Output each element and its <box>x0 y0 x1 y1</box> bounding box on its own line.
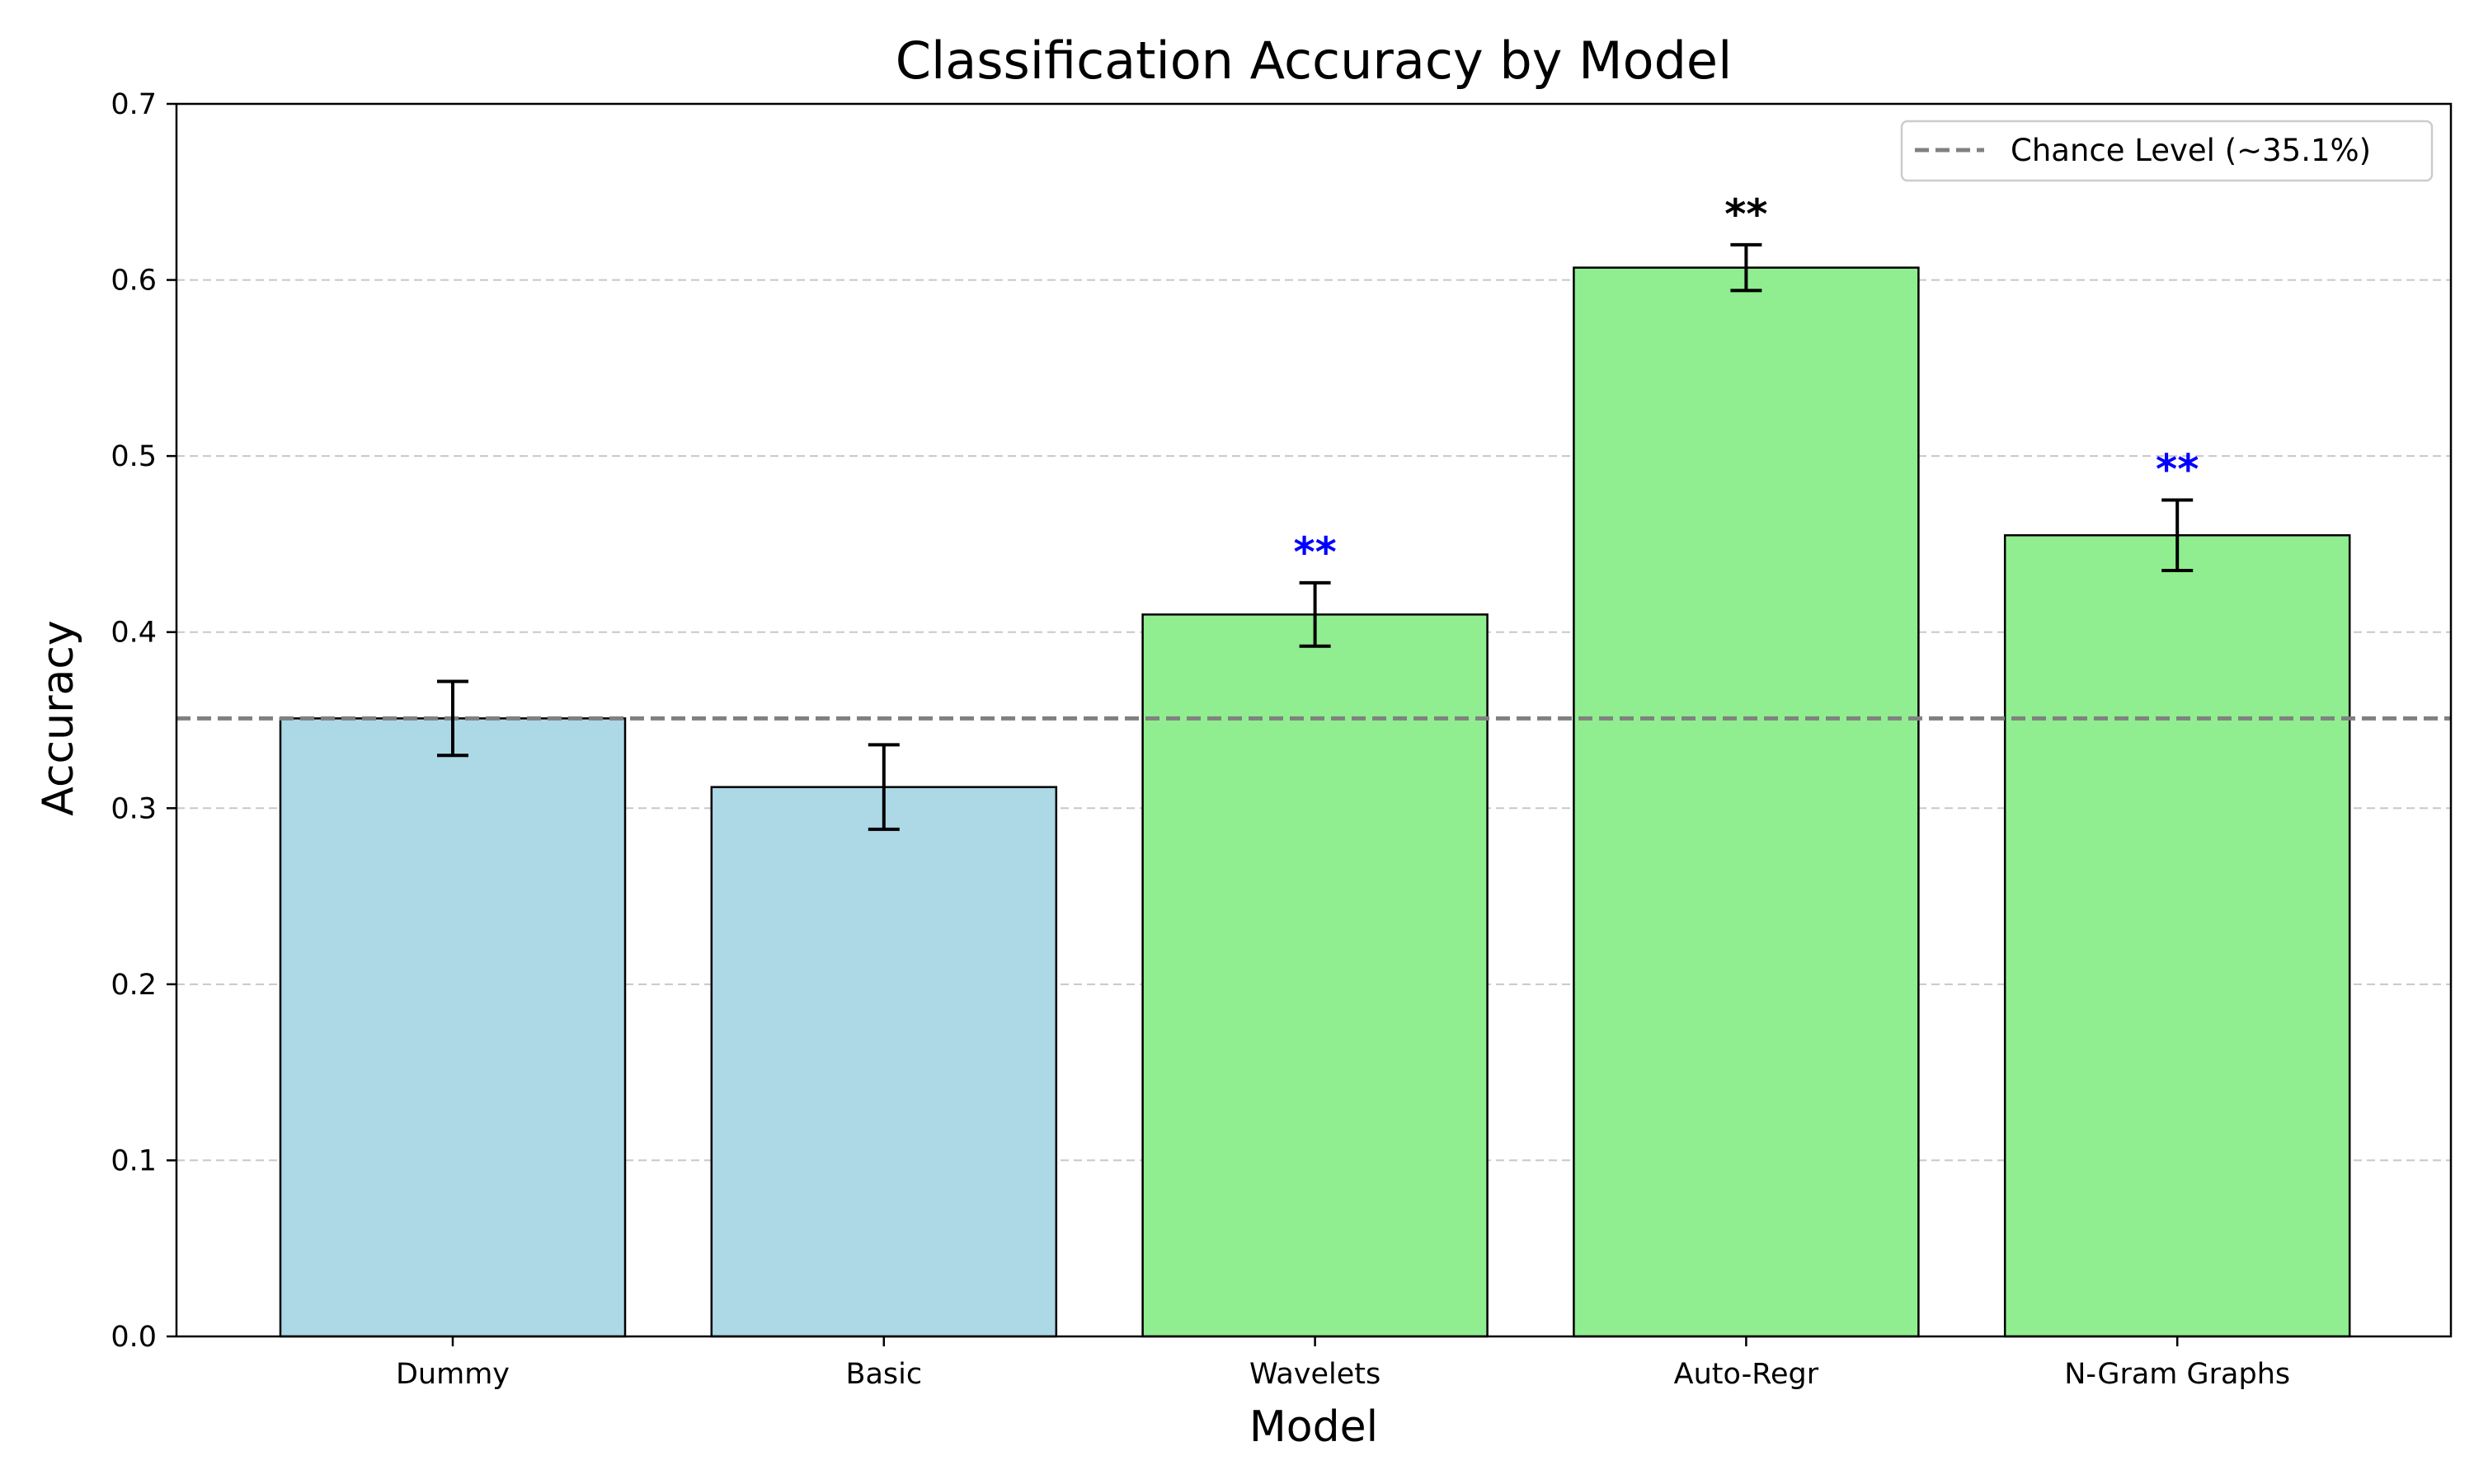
y-tick-label: 0.7 <box>111 88 157 121</box>
y-axis-title: Accuracy <box>34 620 83 815</box>
x-axis-title: Model <box>1249 1402 1378 1452</box>
y-tick-label: 0.0 <box>111 1321 157 1354</box>
significance-marker: ** <box>1293 528 1336 576</box>
x-tick-label: Basic <box>845 1358 922 1391</box>
y-tick-label: 0.4 <box>111 617 157 650</box>
y-tick-label: 0.2 <box>111 969 157 1002</box>
bar-dummy <box>279 717 627 1338</box>
bar-n-gram-graphs <box>2003 534 2351 1338</box>
x-tick-label: N-Gram Graphs <box>2064 1358 2290 1391</box>
legend-chance-label: Chance Level (~35.1%) <box>2011 133 2371 168</box>
chart-title: Classification Accuracy by Model <box>896 31 1733 91</box>
plot-frame <box>175 102 2453 1338</box>
y-tick-label: 0.1 <box>111 1144 157 1177</box>
y-tick-label: 0.3 <box>111 792 157 825</box>
y-tick-label: 0.5 <box>111 440 157 473</box>
error-bars <box>437 242 2194 831</box>
significance-marker: ** <box>1724 190 1767 238</box>
bar-auto-regr <box>1573 266 1920 1338</box>
significance-markers: ** ** ** <box>1293 190 2199 576</box>
bars <box>279 266 2351 1338</box>
x-tick-label: Wavelets <box>1249 1358 1380 1391</box>
y-axis-ticks: 0.0 0.1 0.2 0.3 0.4 0.5 0.6 0.7 <box>111 88 176 1354</box>
bar-basic <box>710 786 1058 1338</box>
legend-box <box>1900 120 2434 182</box>
x-tick-label: Auto-Regr <box>1674 1358 1819 1391</box>
x-tick-label: Dummy <box>396 1358 510 1391</box>
significance-marker: ** <box>2156 446 2199 494</box>
bar-wavelets <box>1141 613 1489 1338</box>
y-tick-label: 0.6 <box>111 265 157 298</box>
x-axis-ticks: Dummy Basic Wavelets Auto-Regr N-Gram Graphs <box>396 1336 2290 1391</box>
legend: Chance Level (~35.1%) <box>1900 120 2434 182</box>
